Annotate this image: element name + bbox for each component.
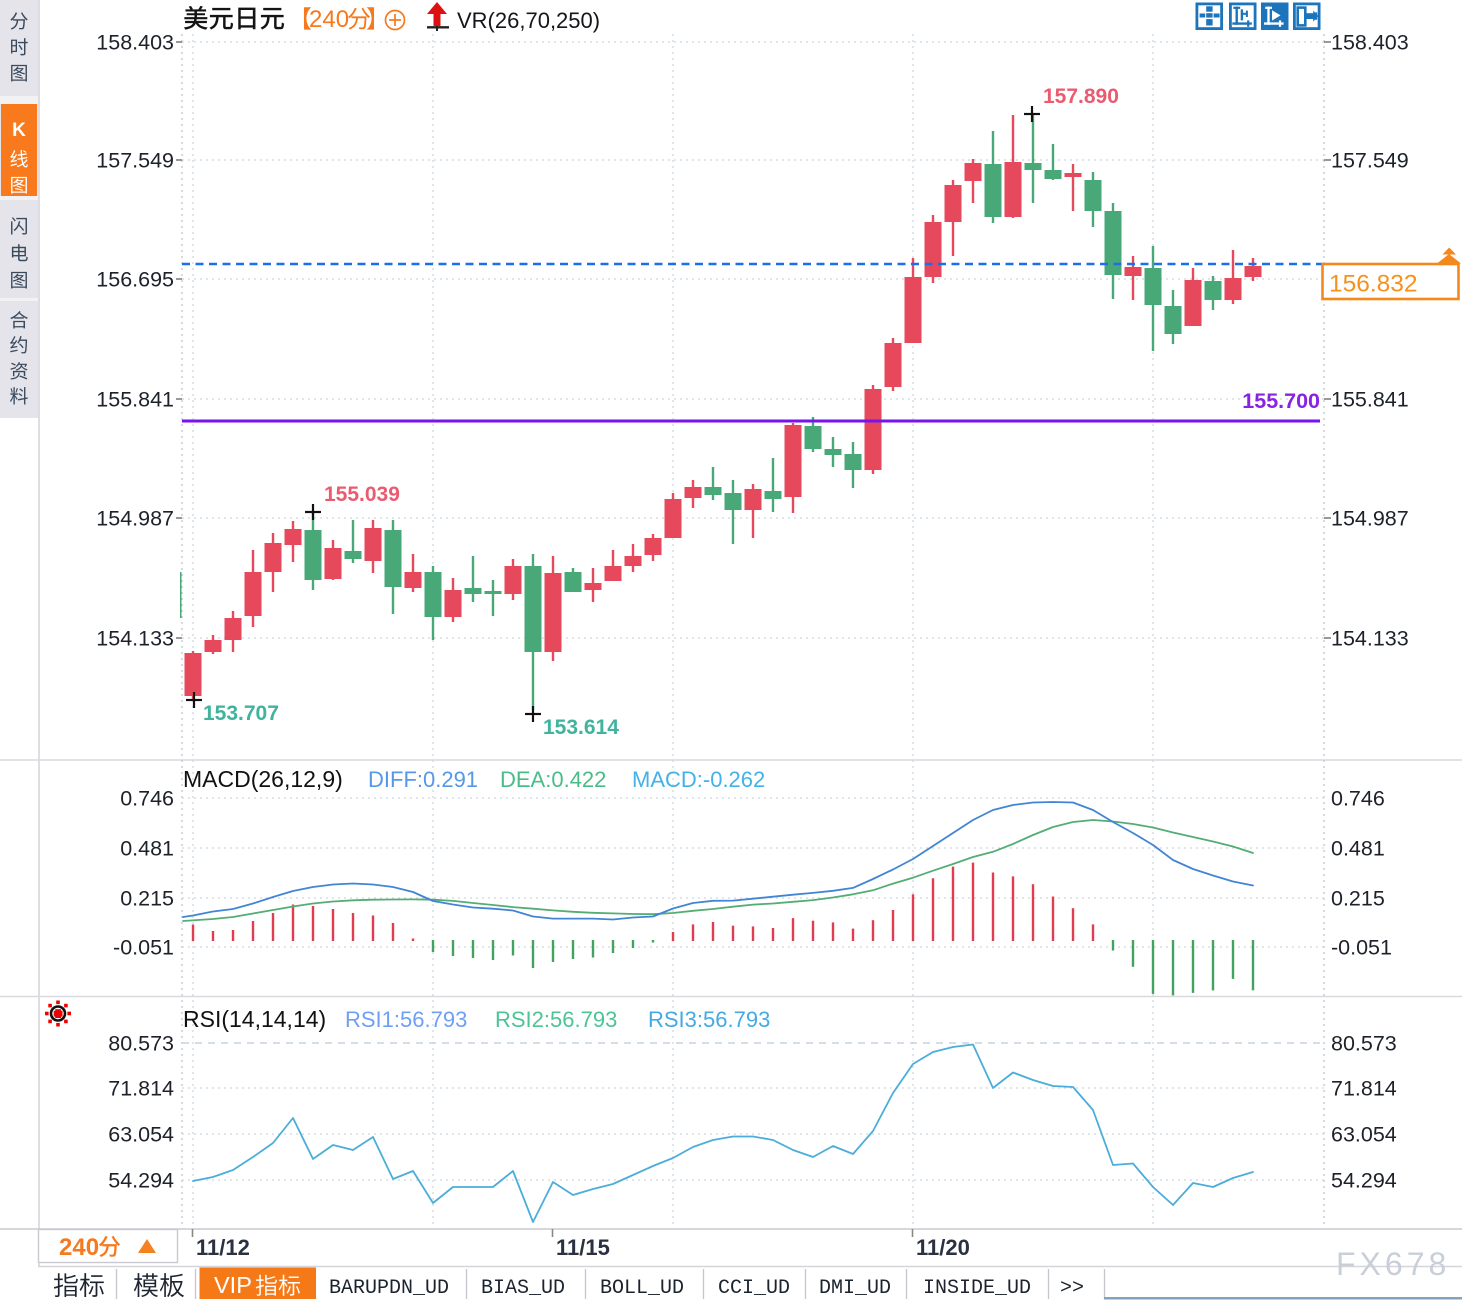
svg-text:54.294: 54.294	[1331, 1169, 1397, 1193]
svg-text:155.841: 155.841	[1331, 388, 1409, 412]
svg-text:154.987: 154.987	[96, 507, 174, 531]
svg-text:240: 240	[59, 1234, 99, 1261]
svg-text:158.403: 158.403	[96, 31, 174, 55]
svg-text:63.054: 63.054	[108, 1123, 174, 1147]
svg-text:54.294: 54.294	[108, 1169, 174, 1193]
svg-text:VIP: VIP	[214, 1272, 252, 1298]
svg-text:63.054: 63.054	[1331, 1123, 1397, 1147]
svg-text:153.614: 153.614	[543, 716, 619, 739]
svg-text:-0.051: -0.051	[1331, 936, 1392, 960]
svg-text:0.746: 0.746	[120, 787, 174, 811]
svg-text:153.707: 153.707	[203, 702, 279, 725]
svg-text:RSI3:56.793: RSI3:56.793	[648, 1007, 770, 1032]
svg-text:0.481: 0.481	[120, 837, 174, 861]
svg-text:RSI1:56.793: RSI1:56.793	[345, 1007, 467, 1032]
svg-text:DEA:0.422: DEA:0.422	[500, 767, 606, 792]
svg-text:INSIDE_UD: INSIDE_UD	[923, 1277, 1031, 1300]
svg-text:157.549: 157.549	[1331, 149, 1409, 173]
svg-text:0.481: 0.481	[1331, 837, 1385, 861]
svg-text:11/12: 11/12	[196, 1235, 250, 1260]
svg-text:71.814: 71.814	[108, 1077, 174, 1101]
svg-text:71.814: 71.814	[1331, 1077, 1397, 1101]
svg-text:80.573: 80.573	[1331, 1032, 1397, 1056]
svg-text:RSI(14,14,14): RSI(14,14,14)	[183, 1006, 326, 1032]
svg-text:VR(26,70,250): VR(26,70,250)	[457, 8, 600, 33]
svg-text:240: 240	[309, 6, 349, 33]
svg-text:DMI_UD: DMI_UD	[819, 1277, 891, 1300]
svg-text:0.215: 0.215	[120, 887, 174, 911]
svg-text:>>: >>	[1060, 1277, 1084, 1300]
svg-text:155.039: 155.039	[324, 483, 400, 506]
svg-text:11/20: 11/20	[916, 1235, 970, 1260]
svg-text:CCI_UD: CCI_UD	[718, 1277, 790, 1300]
svg-text:MACD(26,12,9): MACD(26,12,9)	[183, 766, 343, 792]
svg-text:RSI2:56.793: RSI2:56.793	[495, 1007, 617, 1032]
svg-text:157.549: 157.549	[96, 149, 174, 173]
svg-text:BOLL_UD: BOLL_UD	[600, 1277, 684, 1300]
svg-text:158.403: 158.403	[1331, 31, 1409, 55]
svg-text:154.987: 154.987	[1331, 507, 1409, 531]
svg-text:80.573: 80.573	[108, 1032, 174, 1056]
svg-text:BIAS_UD: BIAS_UD	[481, 1277, 565, 1300]
svg-text:K: K	[12, 120, 26, 141]
svg-text:154.133: 154.133	[1331, 627, 1409, 651]
svg-text:MACD:-0.262: MACD:-0.262	[632, 767, 765, 792]
svg-text:157.890: 157.890	[1043, 85, 1119, 108]
svg-text:0.215: 0.215	[1331, 887, 1385, 911]
svg-text:0.746: 0.746	[1331, 787, 1385, 811]
svg-text:154.133: 154.133	[96, 627, 174, 651]
svg-text:156.832: 156.832	[1329, 271, 1418, 298]
svg-text:-0.051: -0.051	[113, 936, 174, 960]
svg-text:156.695: 156.695	[96, 268, 174, 292]
svg-text:FX678: FX678	[1336, 1246, 1450, 1282]
svg-text:BARUPDN_UD: BARUPDN_UD	[329, 1277, 449, 1300]
svg-text:DIFF:0.291: DIFF:0.291	[368, 767, 478, 792]
svg-text:155.841: 155.841	[96, 388, 174, 412]
svg-text:11/15: 11/15	[556, 1235, 610, 1260]
svg-text:155.700: 155.700	[1242, 389, 1320, 413]
